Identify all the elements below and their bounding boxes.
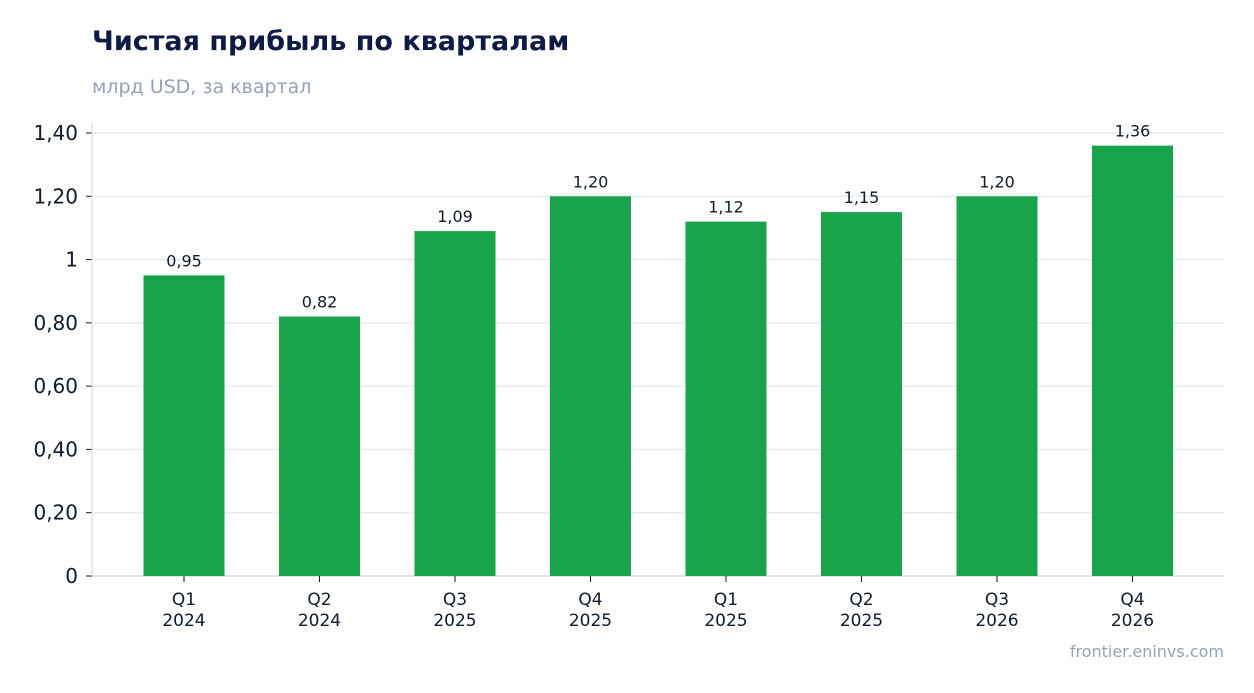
x-tick-label-quarter: Q4: [1120, 590, 1144, 610]
y-tick-label: 1,40: [33, 121, 78, 145]
bar: [414, 231, 496, 577]
y-tick-label: 0,20: [33, 501, 78, 525]
bar: [685, 221, 767, 576]
x-tick-label-year: 2025: [704, 611, 747, 631]
data-label: 1,12: [708, 198, 744, 217]
x-tick-label-year: 2025: [569, 611, 612, 631]
y-tick-label: 1,20: [33, 184, 78, 208]
y-tick-label: 0: [65, 564, 78, 588]
chart-title: Чистая прибыль по кварталам: [92, 26, 570, 57]
data-label: 1,20: [979, 172, 1015, 191]
x-tick-label-year: 2026: [975, 611, 1018, 631]
x-tick-label-year: 2024: [162, 611, 205, 631]
bar: [956, 196, 1038, 577]
y-tick-label: 1: [65, 248, 78, 272]
data-label: 0,95: [166, 251, 202, 270]
x-tick-label-quarter: Q2: [307, 590, 331, 610]
x-tick-label-quarter: Q3: [443, 590, 467, 610]
data-label: 0,82: [302, 293, 338, 312]
labels: 00,200,400,600,8011,201,400,95Q120240,82…: [33, 121, 1154, 631]
x-tick-label-year: 2025: [840, 611, 883, 631]
data-label: 1,20: [573, 172, 609, 191]
x-tick-label-quarter: Q4: [578, 590, 602, 610]
y-tick-label: 0,80: [33, 311, 78, 335]
x-tick-label-year: 2025: [433, 611, 476, 631]
source-credit: frontier.eninvs.com: [1069, 642, 1224, 661]
x-tick-label-quarter: Q1: [172, 590, 196, 610]
x-tick-label-year: 2024: [298, 611, 341, 631]
bar: [821, 212, 902, 576]
x-tick-label-quarter: Q2: [849, 590, 873, 610]
gridlines: [92, 132, 1224, 514]
bar: [550, 196, 631, 577]
data-label: 1,09: [437, 207, 473, 226]
x-tick-label-year: 2026: [1111, 611, 1154, 631]
bars: [143, 145, 1173, 577]
y-tick-label: 0,60: [33, 374, 78, 398]
bar: [143, 275, 225, 576]
x-tick-label-quarter: Q3: [985, 590, 1009, 610]
chart-subtitle: млрд USD, за квартал: [92, 76, 312, 98]
x-tick-label-quarter: Q1: [714, 590, 738, 610]
bar: [1092, 145, 1173, 576]
data-label: 1,36: [1115, 122, 1151, 141]
bar: [279, 316, 360, 576]
y-tick-label: 0,40: [33, 437, 78, 461]
data-label: 1,15: [844, 188, 880, 207]
